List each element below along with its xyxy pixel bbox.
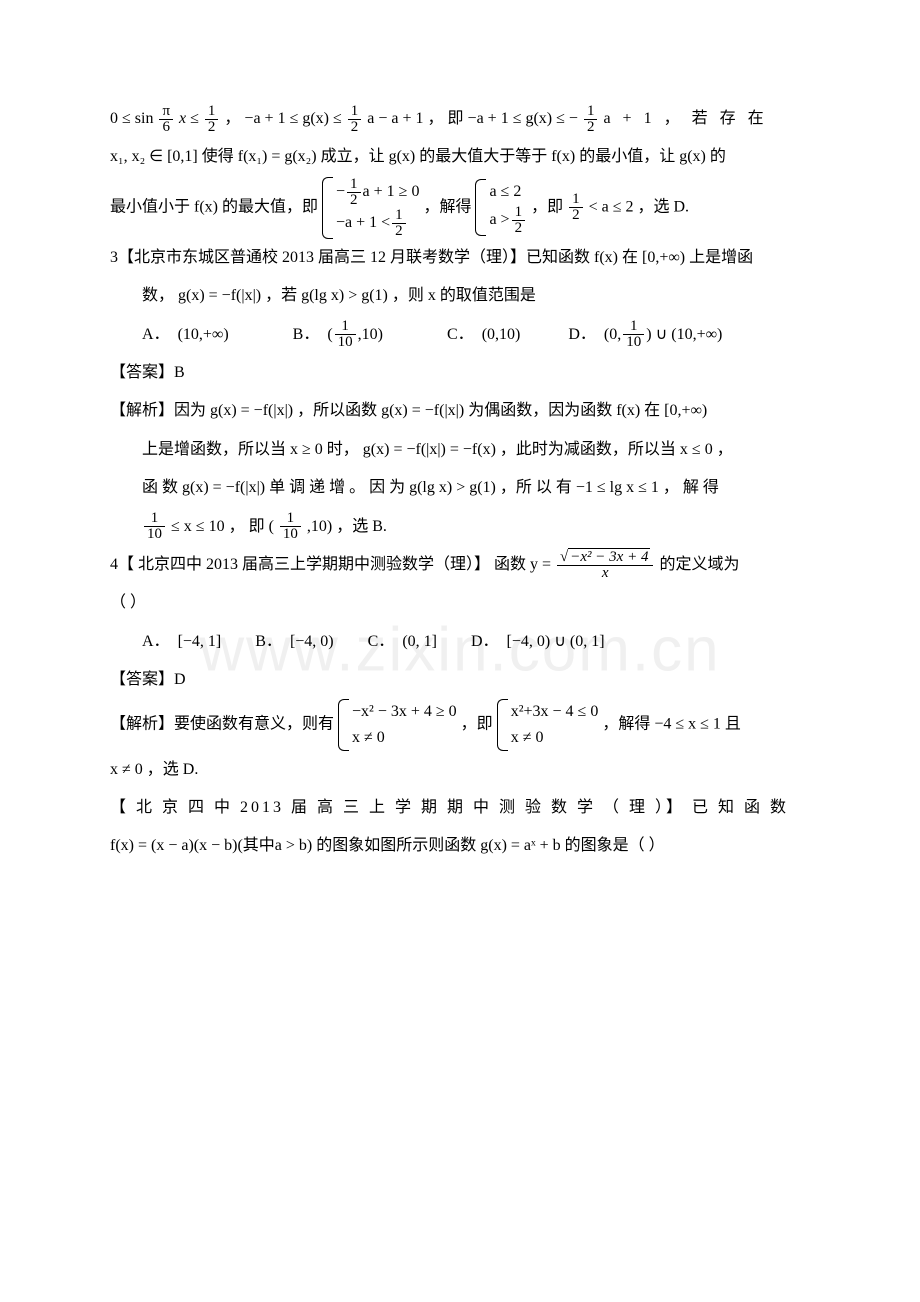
q3-explanation-1: 【解析】因为 g(x) = −f(|x|) ，所以函数 g(x) = −f(|x…: [110, 392, 820, 430]
q4-options: A． [−4, 1] B． [−4, 0) C． (0, 1] D． [−4, …: [110, 623, 820, 661]
brace-system-1: −12a + 1 ≥ 0 −a + 1 <12: [322, 177, 419, 239]
option-d: (0,110) ∪ (10,+∞): [604, 326, 722, 343]
q4-stem-1: 4【 北京四中 2013 届高三上学期期中测验数学（理）】 函数 y = √−x…: [110, 546, 820, 584]
option-b-label: B．: [255, 633, 282, 650]
expr-text: ， −a + 1 ≤ g(x) ≤: [224, 110, 341, 127]
expr-text: 0 ≤ sin: [110, 110, 153, 127]
expr-text: 最小值小于 f(x) 的最大值，即: [110, 198, 318, 215]
brace-system-4: x²+3x − 4 ≤ 0 x ≠ 0: [497, 699, 599, 750]
q5-stem-2: f(x) = (x − a)(x − b)(其中a > b) 的图象如图所示则函…: [110, 827, 820, 865]
solution-line-2: x₁, x₂ ∈ [0,1] 使得 f(x₁) = g(x₂) 成立，让 g(x…: [110, 138, 820, 176]
solution-line-1: 0 ≤ sin π6 x ≤ 12 ， −a + 1 ≤ g(x) ≤ 12 a…: [110, 100, 820, 138]
option-a-label: A．: [142, 326, 170, 343]
option-d-label: D．: [471, 633, 499, 650]
expr-text: ，即: [531, 198, 563, 215]
stem-text: 4【 北京四中 2013 届高三上学期期中测验数学（理）】 函数 y =: [110, 556, 551, 573]
expr-text: a − a + 1 ， 即 −a + 1 ≤ g(x) ≤ −: [367, 110, 578, 127]
expr-text: ，即: [461, 716, 493, 733]
q3-options: A． (10,+∞) B． (110,10) C． (0,10) D． (0,1…: [110, 316, 820, 354]
option-d-label: D．: [568, 326, 596, 343]
expr-text: a + 1 ， 若 存 在: [603, 110, 767, 127]
option-a-label: A．: [142, 633, 170, 650]
q3-stem-2: 数， g(x) = −f(|x|) ，若 g(lg x) > g(1) ，则 x…: [110, 277, 820, 315]
document-page: www.zixin.com.cn 0 ≤ sin π6 x ≤ 12 ， −a …: [0, 0, 920, 1302]
expr-text: f(x) = (x − a)(x − b)(其中a > b) 的图象如图所示则函…: [110, 837, 665, 854]
q4-answer: 【答案】D: [110, 661, 820, 699]
option-a: [−4, 1]: [178, 633, 222, 650]
q3-explanation-4: 110 ≤ x ≤ 10 ， 即 ( 110 ,10) ，选 B.: [110, 508, 820, 546]
expr-text: 【解析】要使函数有意义，则有: [110, 716, 334, 733]
solution-line-3: 最小值小于 f(x) 的最大值，即 −12a + 1 ≥ 0 −a + 1 <1…: [110, 177, 820, 239]
frac-1-2: 12: [569, 192, 583, 223]
option-b: (110,10): [327, 326, 387, 343]
expr-text: ，解得: [423, 198, 471, 215]
expr-text: x ≤: [179, 110, 199, 127]
frac-1-2: 12: [584, 104, 598, 135]
option-c-label: C．: [368, 633, 395, 650]
q3-stem-1: 3【北京市东城区普通校 2013 届高三 12 月联考数学（理）】已知函数 f(…: [110, 239, 820, 277]
q3-explanation-2: 上是增函数，所以当 x ≥ 0 时， g(x) = −f(|x|) = −f(x…: [110, 431, 820, 469]
expr-text: ，解得 −4 ≤ x ≤ 1 且: [602, 716, 741, 733]
q3-answer: 【答案】B: [110, 354, 820, 392]
frac-1-2: 12: [205, 104, 219, 135]
q4-stem-2: （ ）: [110, 584, 820, 622]
option-b-label: B．: [293, 326, 320, 343]
q3-explanation-3: 函 数 g(x) = −f(|x|) 单 调 递 增 。 因 为 g(lg x)…: [110, 469, 820, 507]
frac-1-10: 110: [144, 511, 165, 542]
option-c: (0,10): [482, 326, 521, 343]
option-c-label: C．: [447, 326, 474, 343]
frac-sqrt-x: √−x² − 3x + 4 x: [557, 550, 653, 581]
stem-text: 的定义域为: [659, 556, 739, 573]
frac-1-10: 110: [280, 511, 301, 542]
expr-text: x₁, x₂ ∈ [0,1] 使得 f(x₁) = g(x₂) 成立，让 g(x…: [110, 148, 726, 165]
q4-explanation-1: 【解析】要使函数有意义，则有 −x² − 3x + 4 ≥ 0 x ≠ 0 ，即…: [110, 699, 820, 750]
q5-stem-1: 【 北 京 四 中 2013 届 高 三 上 学 期 期 中 测 验 数 学 （…: [110, 789, 820, 827]
frac-1-2: 12: [348, 104, 362, 135]
expr-text: < a ≤ 2 ，选 D.: [589, 198, 689, 215]
option-c: (0, 1]: [402, 633, 437, 650]
option-a: (10,+∞): [178, 326, 229, 343]
expr-text: ≤ x ≤ 10 ， 即 (: [171, 518, 274, 535]
page-content: 0 ≤ sin π6 x ≤ 12 ， −a + 1 ≤ g(x) ≤ 12 a…: [110, 100, 820, 866]
brace-system-2: a ≤ 2 a >12: [475, 179, 527, 236]
frac-pi-6: π6: [159, 104, 173, 135]
q4-explanation-2: x ≠ 0 ，选 D.: [110, 751, 820, 789]
expr-text: x ≠ 0 ，选 D.: [110, 761, 198, 778]
option-b: [−4, 0): [290, 633, 334, 650]
option-d: [−4, 0) ∪ (0, 1]: [507, 633, 605, 650]
brace-system-3: −x² − 3x + 4 ≥ 0 x ≠ 0: [338, 699, 457, 750]
expr-text: ,10) ，选 B.: [307, 518, 387, 535]
